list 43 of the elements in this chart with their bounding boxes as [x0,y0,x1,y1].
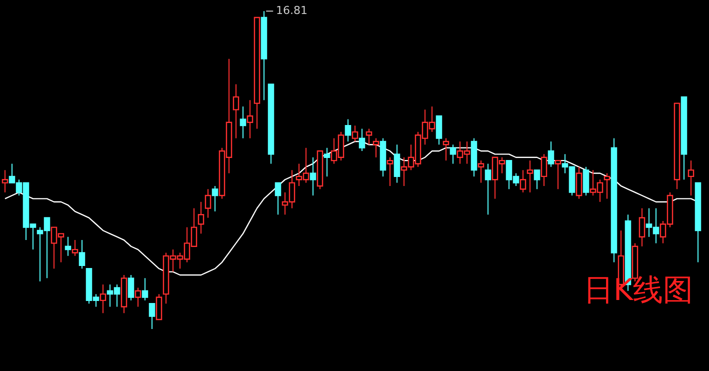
candlestick [576,166,582,200]
candlestick [358,128,366,152]
candlestick [212,185,218,212]
candlestick [582,166,590,196]
candlestick [240,106,246,139]
candlestick [688,160,694,196]
candlestick [344,118,352,142]
candlestick [142,278,148,301]
candlestick [2,170,8,193]
candlestick [100,284,106,314]
candlestick [394,144,400,184]
candlestick [156,294,162,320]
candlestick [324,147,330,177]
candlestick [604,172,610,200]
candlestick [134,287,142,308]
candlestick [442,138,450,162]
candlestick [548,140,554,168]
candlestick [386,156,394,186]
candlestick [540,154,548,186]
annotation: 16.81 [276,4,308,18]
candlestick [478,160,484,184]
candlestick [436,115,442,146]
candlestick [520,170,526,193]
candlestick [352,125,358,142]
candlestick [148,303,156,330]
candlestick [450,144,456,164]
candlestick [72,240,78,256]
candlestick [232,84,240,139]
candlestick [274,182,282,216]
candlestick [554,160,562,190]
candlestick [366,128,372,146]
candlestick [246,100,254,139]
candlestick [198,201,204,234]
candlestick [484,163,492,216]
candlestick [638,208,646,247]
candlestick [534,169,540,190]
candlestick [372,138,380,158]
candlestick [64,236,72,256]
candlestick [204,188,212,218]
candlestick [78,240,86,270]
candlestick [526,160,534,193]
candlestick [128,274,134,301]
candlestick [310,156,316,196]
